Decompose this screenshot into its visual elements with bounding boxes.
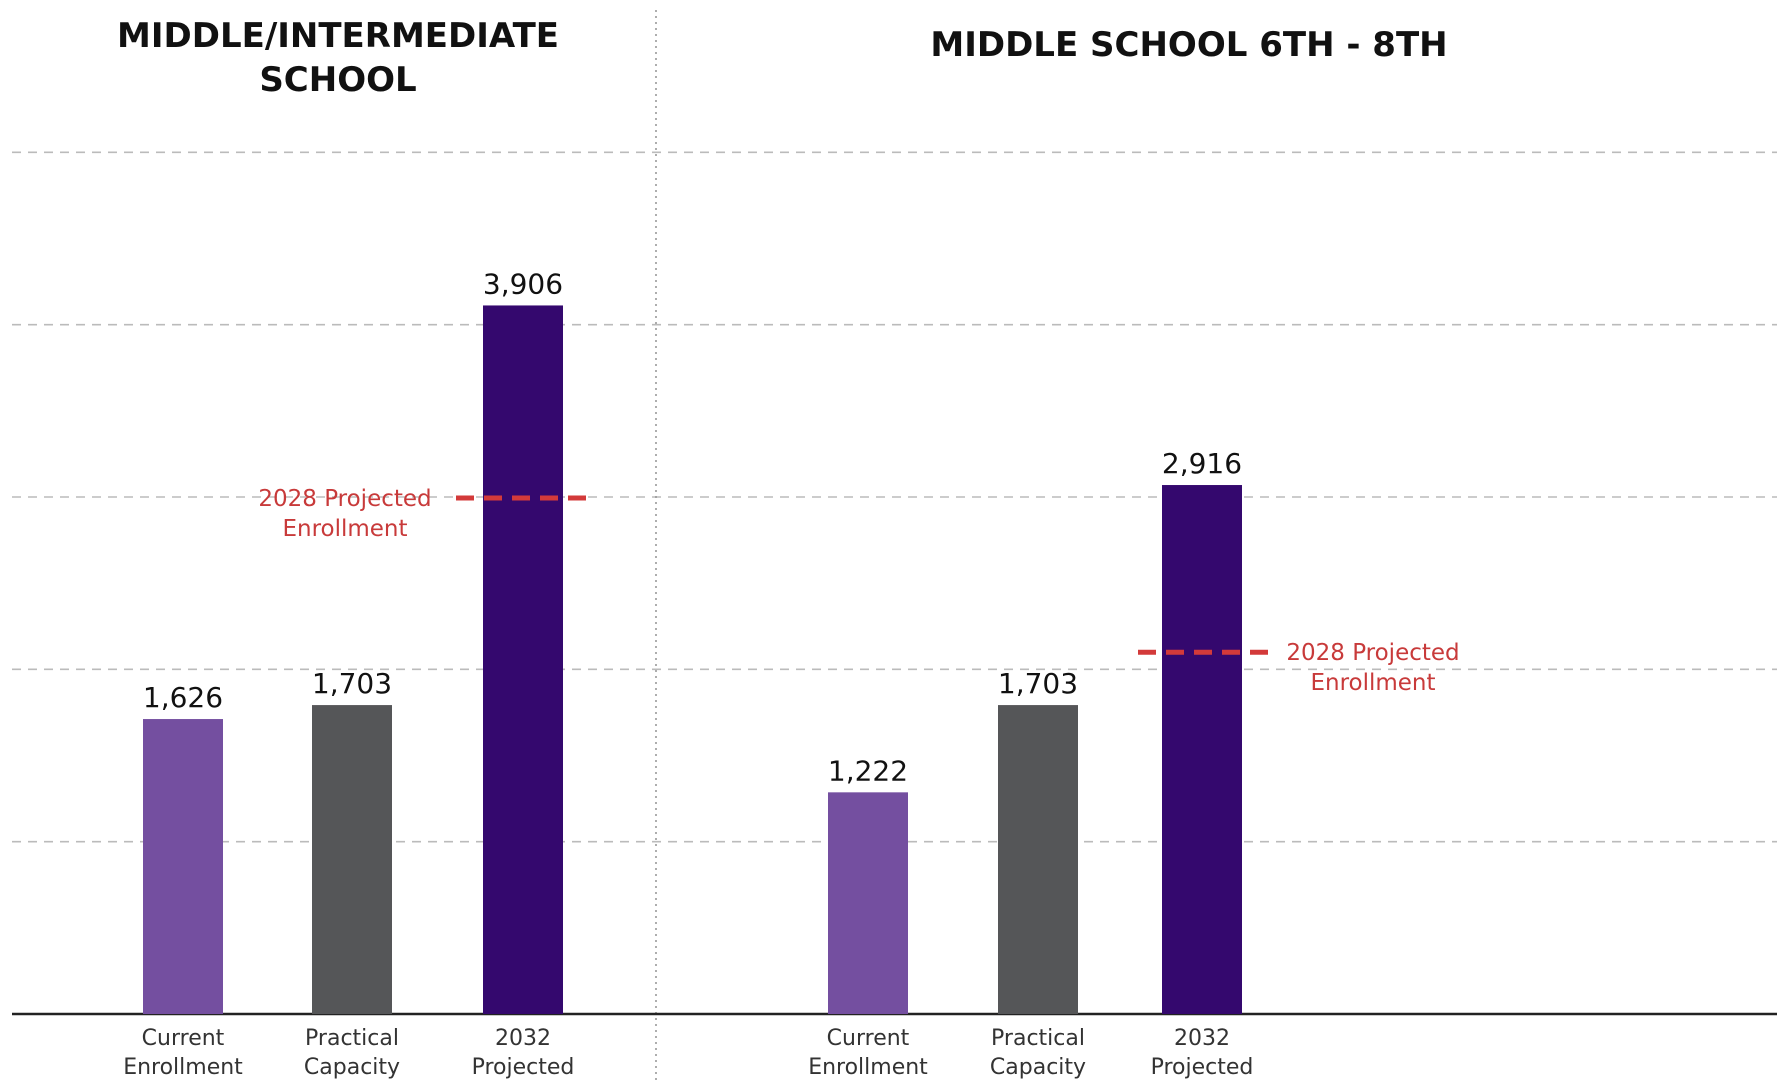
panel-2-projection-2028-label-1: Enrollment <box>1310 670 1435 696</box>
panel-2-bar-current-enrollment <box>828 792 908 1014</box>
panel-1-title-line-1: SCHOOL <box>259 60 416 100</box>
panel-1-category-label-practical-capacity-1: Capacity <box>304 1055 400 1080</box>
panel-2-category-label-projected-2032-1: Projected <box>1151 1055 1254 1080</box>
panel-1-category-label-current-enrollment-0: Current <box>142 1026 225 1051</box>
panel-2-bar-practical-capacity <box>998 705 1078 1014</box>
panel-1-category-label-projected-2032-0: 2032 <box>495 1026 551 1051</box>
panel-2-title-line-0: MIDDLE SCHOOL 6TH - 8TH <box>930 25 1447 65</box>
panel-2-category-label-current-enrollment-0: Current <box>827 1026 910 1051</box>
panel-2-category-label-projected-2032-0: 2032 <box>1174 1026 1230 1051</box>
panel-1-projection-2028-label-1: Enrollment <box>282 516 407 542</box>
panel-1-bar-projected-2032 <box>483 305 563 1014</box>
panel-2-category-label-practical-capacity-0: Practical <box>991 1026 1085 1051</box>
panel-1-value-label-projected-2032: 3,906 <box>483 267 563 300</box>
panel-2-category-label-practical-capacity-1: Capacity <box>990 1055 1086 1080</box>
panel-2-value-label-current-enrollment: 1,222 <box>828 754 908 787</box>
panel-1-category-label-current-enrollment-1: Enrollment <box>123 1055 243 1080</box>
panel-2-category-label-current-enrollment-1: Enrollment <box>808 1055 928 1080</box>
panel-1-value-label-practical-capacity: 1,703 <box>312 667 392 700</box>
panel-1-value-label-current-enrollment: 1,626 <box>143 681 223 714</box>
panel-2-value-label-projected-2032: 2,916 <box>1162 447 1242 480</box>
panel-2-value-label-practical-capacity: 1,703 <box>998 667 1078 700</box>
panel-2-projection-2028-label-0: 2028 Projected <box>1286 640 1459 666</box>
panel-1-bar-practical-capacity <box>312 705 392 1014</box>
panel-2-bar-projected-2032 <box>1162 485 1242 1014</box>
panel-1-bar-current-enrollment <box>143 719 223 1014</box>
panel-1-category-label-projected-2032-1: Projected <box>472 1055 575 1080</box>
panel-1-title-line-0: MIDDLE/INTERMEDIATE <box>117 16 559 56</box>
panel-1-projection-2028-label-0: 2028 Projected <box>258 486 431 512</box>
panel-1-category-label-practical-capacity-0: Practical <box>305 1026 399 1051</box>
